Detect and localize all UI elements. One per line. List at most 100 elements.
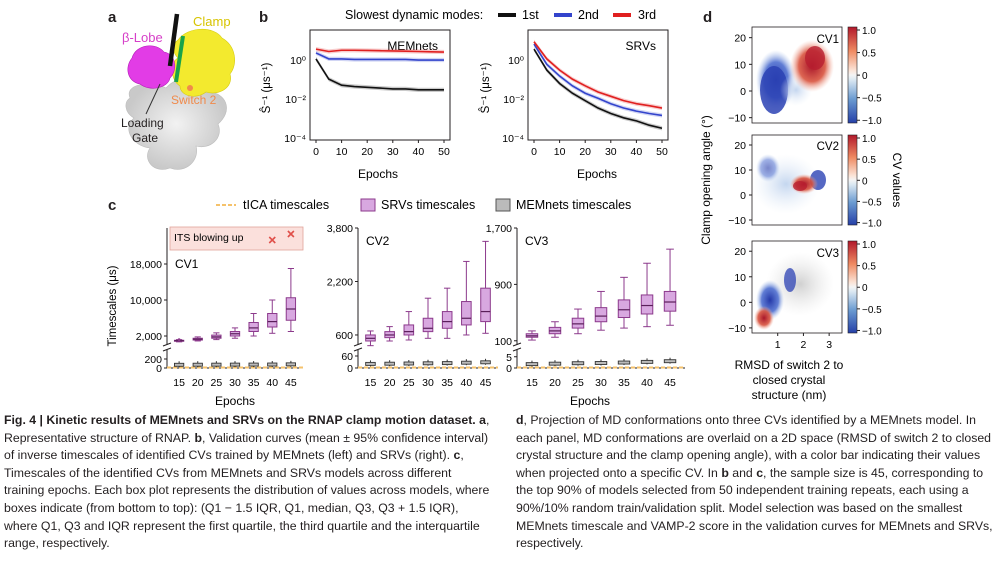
b-right-xlabel: Epochs (577, 167, 617, 181)
axis-break (162, 347, 172, 352)
y-tick-label: 0 (156, 363, 162, 375)
srvs-box (640, 294, 654, 315)
colorbar (847, 134, 858, 226)
y-tick-label: 1,700 (486, 223, 512, 235)
srvs-box (267, 313, 278, 328)
memnets-box (174, 362, 185, 367)
subplot-title: CV2 (366, 234, 390, 248)
x-tick-label: 40 (631, 146, 643, 158)
x-tick-label: 30 (387, 146, 399, 158)
y-tick-label: 10 (734, 59, 746, 71)
d-cv1-plot: CV1 (751, 26, 843, 124)
srvs-box (594, 307, 608, 323)
series-line-3rd (533, 41, 663, 109)
memnets-box (663, 359, 677, 364)
srvs-box (461, 301, 472, 326)
caption-label-c: c (453, 448, 461, 463)
y-tick-label: 5 (506, 352, 512, 364)
y-tick-label: 10 (734, 272, 746, 284)
memnets-box (267, 362, 278, 367)
colorbar-tick-label: 0.5 (862, 262, 876, 273)
panel-a-label: a (108, 9, 117, 26)
y-tick-label: 0 (740, 86, 746, 98)
its-blowup-marker (287, 230, 295, 238)
d-cv2-plot: CV2 (751, 134, 843, 226)
srvs-box (441, 311, 453, 329)
caption-text-d: , Projection of MD conformations onto th… (516, 413, 992, 480)
legend-label-2nd: 2nd (578, 8, 599, 22)
legend-label-srvs: SRVs timescales (381, 198, 475, 212)
d-yticks: 20 10 0 −10 20 10 0 −10 20 10 0 −10 (728, 33, 752, 335)
y-tick-label: 100 (494, 336, 512, 348)
b-left-title: MEMnets (387, 39, 438, 53)
beta-lobe-domain (127, 45, 176, 89)
figure-canvas: a β-Lobe Clamp Switch 2 Loading Gate b S… (107, 8, 904, 408)
panel-d-xlabel-1: RMSD of switch 2 to (735, 358, 844, 372)
colorbar-tick-label: 0 (862, 71, 868, 82)
legend-label-tica: tICA timescales (243, 198, 329, 212)
axis-break (353, 347, 363, 352)
x-tick-label: 40 (413, 146, 425, 158)
its-blowup-label: ITS blowing up (174, 232, 244, 244)
d-cv2-cold-blob (756, 154, 780, 182)
y-tick-label: 0 (506, 363, 512, 375)
x-tick-label: 10 (336, 146, 348, 158)
colorbar-tick-label: 0.5 (862, 155, 876, 166)
caption-label-b-ref: b (721, 465, 729, 480)
colorbar-tick-label: 0 (862, 176, 868, 187)
series-line-1st (315, 58, 444, 91)
b-left-frame (309, 29, 451, 141)
y-tick-label: 3,800 (327, 223, 353, 235)
x-tick-label: 40 (461, 377, 473, 389)
beta-lobe-label: β-Lobe (122, 30, 163, 45)
memnets-box (594, 361, 608, 365)
d-xticks: 1 2 3 (775, 333, 832, 351)
x-tick-label: 35 (441, 377, 453, 389)
axis-break (512, 342, 522, 347)
b-left-xlabel: Epochs (358, 167, 398, 181)
legend-swatch-srvs (360, 198, 376, 212)
rnap-structure (125, 13, 235, 170)
c-cv2-plot: 3,800 2,200 600 600 CV2 15 20 25 30 35 40 45 (327, 223, 498, 389)
colorbar-tick-label: −1.0 (862, 219, 882, 230)
x-tick-label: 20 (361, 146, 373, 158)
y-tick-label: 0 (347, 363, 353, 375)
srvs-box (571, 317, 585, 329)
srvs-box (248, 322, 259, 332)
memnets-box (640, 359, 654, 364)
d-cv1-hot-core (805, 46, 825, 70)
colorbar-title: CV values (890, 153, 904, 208)
d-cv3-title: CV3 (817, 248, 839, 260)
panel-d-xlabel-3: structure (nm) (752, 388, 827, 402)
x-tick-label: 25 (211, 377, 223, 389)
figure-caption-right: d, Projection of MD conformations onto t… (516, 412, 1003, 553)
x-tick-label: 50 (438, 146, 450, 158)
legend-label-1st: 1st (522, 8, 539, 22)
y-tick-label: 20 (734, 33, 746, 45)
subplot-title: CV3 (525, 234, 549, 248)
its-blowup-box (169, 226, 304, 251)
memnets-box (461, 360, 472, 365)
memnets-box (403, 361, 415, 366)
b-left-ytick-1: 10⁻² (285, 94, 306, 106)
x-tick-label: 20 (384, 377, 396, 389)
x-tick-label: 20 (579, 146, 591, 158)
subplot-title: CV1 (175, 257, 199, 271)
d-cv1-cold-core (760, 66, 788, 114)
caption-label-a: a (479, 413, 486, 427)
b-right-ytick-0: 10⁰ (508, 55, 525, 67)
memnets-box (229, 362, 241, 367)
caption-label-c-ref: c (756, 465, 764, 480)
x-tick-label: 30 (595, 377, 607, 389)
axis-break (512, 347, 522, 352)
b-left-ylabel: Ŝ⁻¹ (μs⁻¹) (260, 62, 273, 113)
d-cv3-cold-blob-2 (784, 268, 796, 292)
memnets-box (441, 361, 453, 366)
switch2-bar (174, 35, 185, 83)
b-left-lines (315, 46, 445, 92)
y-tick-label: 20 (734, 246, 746, 258)
panel-b: b Slowest dynamic modes: 1st 2nd 3rd MEM… (259, 8, 669, 181)
colorbar-tick-label: −1.0 (862, 326, 882, 337)
series-line-2nd (533, 43, 663, 117)
colorbar (847, 240, 858, 334)
